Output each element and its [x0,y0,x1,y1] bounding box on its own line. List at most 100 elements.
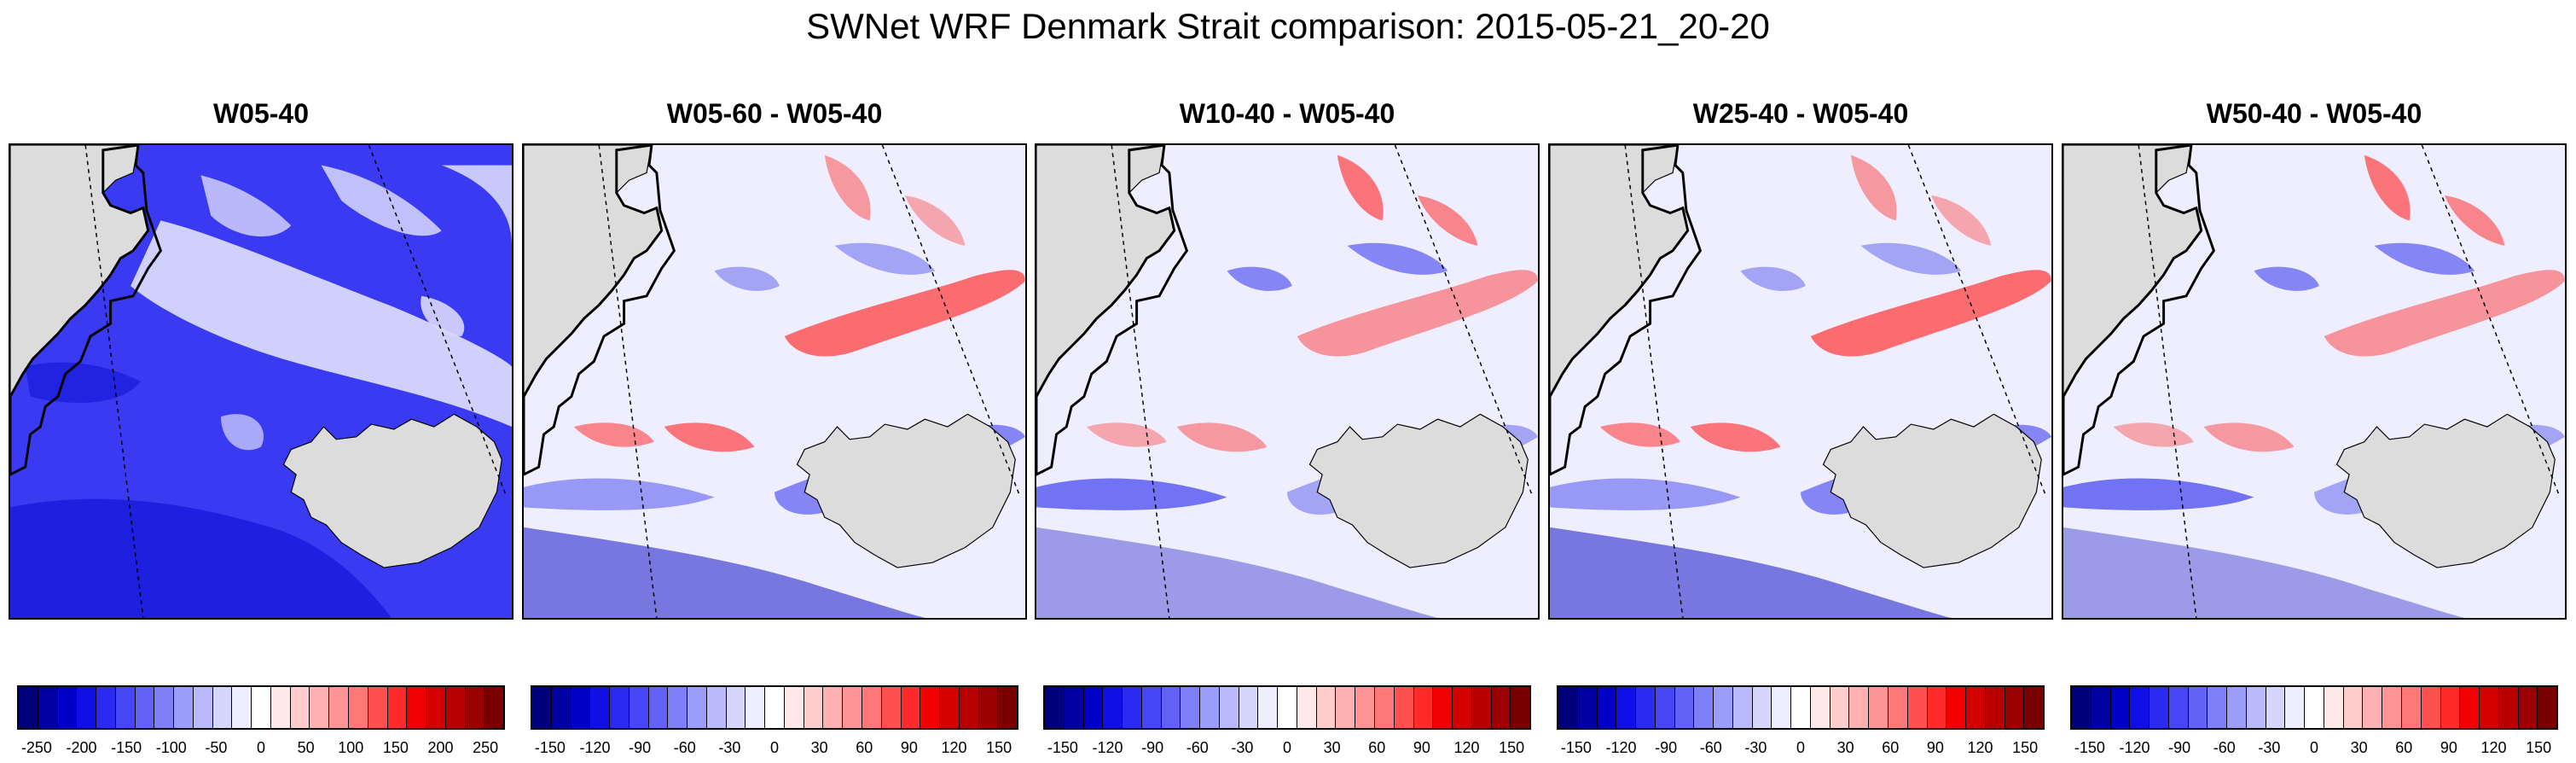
field-contour [321,165,442,236]
colorbar-box [668,687,688,728]
field-contour [220,414,264,451]
field-contour [1860,242,1962,275]
meridian-line [1907,145,2047,498]
colorbar-box [2324,687,2344,728]
colorbar-tick-label: 50 [297,739,315,756]
colorbar-box [1966,687,1986,728]
colorbar-box [154,687,175,728]
iceland-land [1822,413,2042,568]
colorbar-box [174,687,194,728]
colorbar-box [881,687,902,728]
panel-title: W25-40 - W05-40 [1692,98,1909,129]
domain-boundary [2063,145,2216,476]
colorbar-box [2285,687,2306,728]
colorbar-tick-label: -50 [205,739,228,756]
colorbar-labels: -250 -200 -150 -100 -50 0 50 100 150 200 250 [17,737,505,759]
colorbar-labels: -150 -120 -90 -60 -30 0 30 60 90 120 150 [2070,737,2558,759]
field-contour [1337,154,1384,221]
colorbar-tick-label: -150 [1047,739,1078,756]
colorbar-box [1239,687,1259,728]
colorbar-box [1888,687,1908,728]
domain-boundary [1036,145,1189,476]
colorbar-box [1161,687,1181,728]
colorbar-box [115,687,136,728]
colorbar-box [862,687,882,728]
colorbar-box [1616,687,1637,728]
colorbar-box [2130,687,2150,728]
map-field [2063,145,2565,618]
colorbar-box [1336,687,1356,728]
colorbar-box [804,687,824,728]
colorbar-box [532,687,552,728]
colorbar-labels: -150 -120 -90 -60 -30 0 30 60 90 120 150 [1557,737,2045,759]
colorbar-box [2363,687,2383,728]
field-contour [1347,242,1448,275]
colorbar-box [706,687,727,728]
map-panel [522,143,1027,620]
colorbar-tick-label: 120 [1453,739,1480,756]
colorbar-box [77,687,97,728]
colorbar-box [193,687,213,728]
colorbar-box [1577,687,1598,728]
colorbar-tick-label: -120 [2119,739,2150,756]
meridian-line [84,145,144,618]
colorbar-tick-label: 150 [382,739,409,756]
field-contour [904,195,966,246]
colorbar-tick-label: -150 [111,739,142,756]
colorbar-tick-label: 250 [473,739,499,756]
colorbar-box [1200,687,1220,728]
colorbar-tick-label: 30 [810,739,828,756]
colorbar-box [2246,687,2266,728]
field-contour [1550,478,1741,510]
field-contour [784,270,1025,357]
colorbar-box [1355,687,1376,728]
field-contour [524,478,715,510]
domain-boundary [10,145,163,476]
field-contour [664,422,755,452]
colorbar-tick-label: 60 [1882,739,1900,756]
colorbar-box [959,687,979,728]
map-field [524,145,1025,618]
colorbar-tick-label: -60 [1699,739,1722,756]
field-contour [1417,195,1478,246]
field-contour [824,154,871,221]
colorbar-tick-label: 90 [2440,739,2457,756]
colorbar-tick-label: -30 [1231,739,1254,756]
field-contour [834,242,936,275]
colorbar-box [1103,687,1123,728]
iceland-land [796,413,1016,568]
colorbar-tick-label: 150 [2526,739,2552,756]
colorbar-tick-label: -60 [1186,739,1209,756]
colorbar-box [19,687,38,728]
panel-title: W05-60 - W05-40 [666,98,883,129]
colorbar-box [2480,687,2499,728]
colorbar-box [551,687,571,728]
meridian-line [598,145,658,618]
colorbar-tick-label: -250 [20,739,52,756]
colorbar-box [1849,687,1870,728]
colorbar-tick-label: 120 [941,739,967,756]
colorbar-tick-label: 0 [769,739,780,756]
field-contour [1810,270,2051,357]
colorbar-box [465,687,485,728]
colorbar-box [1597,687,1617,728]
colorbar-box [2305,687,2324,728]
colorbar-box [2402,687,2422,728]
domain-boundary [1550,145,1703,476]
colorbar-box [426,687,446,728]
map-field [10,145,512,618]
colorbar-box [2110,687,2131,728]
colorbar-box [2538,687,2557,728]
colorbar-box [920,687,941,728]
colorbar-box [1830,687,1850,728]
colorbar-box [2460,687,2480,728]
colorbar [531,685,1018,730]
panel-title: W05-40 [212,98,310,129]
colorbar-box [329,687,350,728]
colorbar-box [940,687,960,728]
colorbar-box [1219,687,1239,728]
field-contour [131,220,512,428]
colorbar-box [2024,687,2044,728]
colorbar-box [2421,687,2441,728]
colorbar-box [688,687,707,728]
